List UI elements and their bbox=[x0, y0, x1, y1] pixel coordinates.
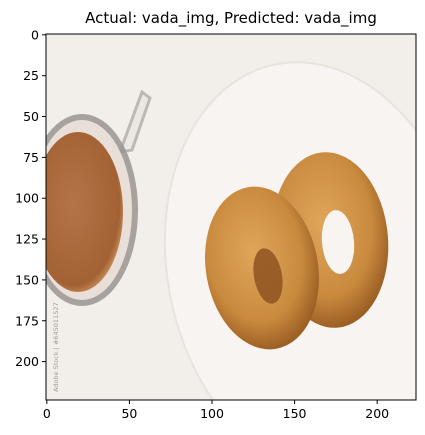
y-tick-label: 100 bbox=[15, 191, 39, 206]
coffee-cup bbox=[46, 89, 152, 306]
x-tick-label: 100 bbox=[200, 406, 224, 421]
x-tick-label: 0 bbox=[43, 406, 51, 421]
x-tick-label: 150 bbox=[283, 406, 307, 421]
y-tick-label: 0 bbox=[31, 27, 39, 42]
y-tick-label: 75 bbox=[23, 150, 39, 165]
x-tick-label: 200 bbox=[365, 406, 389, 421]
vada-left bbox=[205, 186, 319, 350]
y-tick-label: 25 bbox=[23, 68, 39, 83]
y-tick-label: 125 bbox=[15, 232, 39, 247]
y-tick-label: 175 bbox=[15, 313, 39, 328]
y-axis: 0 25 50 75 100 125 150 175 200 bbox=[15, 27, 46, 369]
watermark: Adobe Stock | #645011527 bbox=[52, 302, 60, 392]
y-tick-label: 50 bbox=[23, 109, 39, 124]
chart-title: Actual: vada_img, Predicted: vada_img bbox=[85, 9, 377, 28]
x-tick-label: 50 bbox=[121, 406, 137, 421]
y-tick-label: 200 bbox=[15, 354, 39, 369]
axes-frame bbox=[45, 33, 417, 401]
image-panel: Adobe Stock | #645011527 bbox=[46, 34, 416, 400]
x-axis: 0 50 100 150 200 bbox=[43, 400, 389, 421]
y-tick-label: 150 bbox=[15, 272, 39, 287]
